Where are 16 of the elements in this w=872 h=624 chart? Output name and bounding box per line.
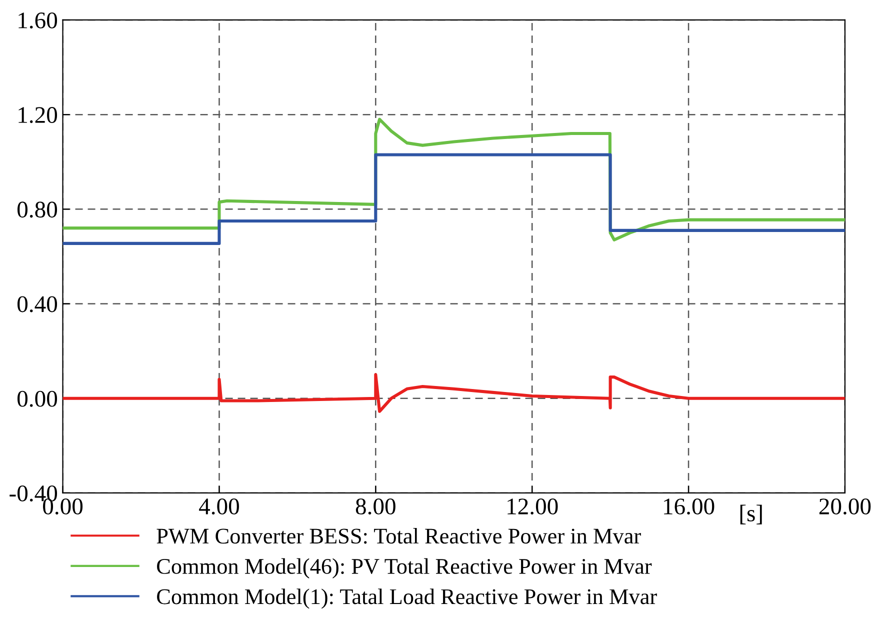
x-axis-title: [s] — [740, 504, 762, 524]
x-tick-label: 20.00 — [819, 498, 871, 515]
legend-label: Common Model(1): Tatal Load Reactive Power in Mvar — [157, 588, 657, 609]
x-tick-label: 8.00 — [356, 498, 396, 515]
legend-label: Common Model(46): PV Total Reactive Power in Mvar — [157, 558, 652, 578]
y-tick-label: 0.00 — [18, 390, 58, 407]
y-tick-label: 1.20 — [18, 107, 58, 124]
y-tick-label: 0.80 — [18, 202, 58, 218]
line-series — [62, 153, 845, 245]
x-tick-label: 4.00 — [199, 498, 239, 515]
line-series — [62, 373, 845, 413]
x-tick-label: 16.00 — [664, 498, 714, 515]
legend-label: PWM Converter BESS: Total Reactive Power in Mvar — [156, 528, 641, 544]
x-tick-label: 12.00 — [508, 498, 558, 515]
y-tick-label: 1.60 — [18, 12, 58, 28]
y-tick-label: 0.40 — [18, 296, 58, 312]
